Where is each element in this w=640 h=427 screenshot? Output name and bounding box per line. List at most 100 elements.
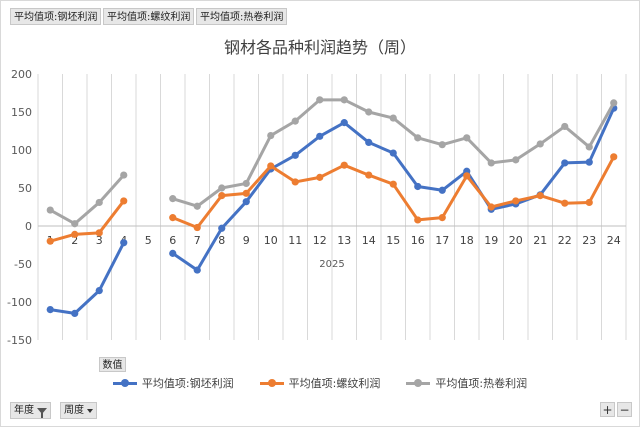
data-point [389, 149, 397, 157]
data-point [585, 198, 593, 207]
data-point [438, 214, 446, 222]
data-point [438, 186, 446, 194]
data-point [340, 96, 348, 104]
data-point [487, 159, 495, 167]
data-point [95, 287, 103, 295]
data-point [218, 184, 226, 192]
data-point [291, 117, 299, 125]
data-point [193, 266, 201, 274]
x-tick-label: 6 [169, 234, 176, 247]
data-point [95, 229, 103, 237]
series-1 [46, 153, 618, 245]
series-line [48, 173, 126, 226]
field-chip-hot-coil[interactable]: 平均值项:热卷利润 [196, 8, 288, 25]
data-point [414, 182, 422, 191]
x-tick-label: 20 [509, 234, 523, 247]
y-tick-label: 50 [18, 182, 32, 195]
data-point [414, 216, 422, 224]
filter-week-label: 周度 [64, 405, 84, 416]
data-point [120, 171, 128, 179]
x-tick-label: 21 [533, 234, 547, 247]
x-tick-label: 2 [71, 234, 78, 247]
data-point [242, 189, 250, 197]
zoom-in-button[interactable]: + [600, 402, 615, 417]
data-point [218, 224, 226, 232]
data-point [561, 199, 569, 207]
data-point [169, 249, 177, 257]
data-point [267, 162, 275, 170]
data-point [193, 223, 201, 232]
legend-label-hot-coil: 平均值项:热卷利润 [435, 377, 528, 390]
legend-label-rebar: 平均值项:螺纹利润 [288, 377, 381, 390]
legend-swatch-rebar [259, 378, 284, 388]
data-point [316, 96, 324, 104]
data-point [536, 140, 544, 148]
filter-week-button[interactable]: 周度 [60, 402, 97, 419]
values-button[interactable]: 数值 [99, 357, 126, 372]
legend-item-hot-coil[interactable]: 平均值项:热卷利润 [406, 375, 527, 391]
data-point [71, 309, 79, 317]
x-tick-label: 19 [484, 234, 498, 247]
chart-title: 钢材各品种利润趋势（周） [223, 38, 416, 57]
data-point [71, 220, 79, 228]
y-tick-label: -100 [7, 296, 32, 309]
data-point [120, 239, 128, 247]
series-2 [46, 96, 618, 228]
data-point [365, 171, 373, 179]
x-tick-label: 7 [194, 234, 201, 247]
legend-item-rebar[interactable]: 平均值项:螺纹利润 [259, 375, 381, 391]
data-point [463, 172, 471, 180]
x-tick-label: 11 [288, 234, 302, 247]
data-point [95, 198, 103, 207]
x-tick-label: 22 [558, 234, 572, 247]
data-point [438, 141, 446, 149]
data-point [414, 134, 422, 142]
data-point [512, 156, 520, 164]
data-point [316, 173, 324, 181]
x-tick-label: 15 [386, 234, 400, 247]
x-tick-label: 14 [362, 234, 376, 247]
data-point [389, 114, 397, 122]
data-point [291, 178, 299, 186]
data-point [169, 214, 177, 222]
data-point [561, 159, 569, 167]
filter-year-button[interactable]: 年度 [10, 402, 51, 419]
data-point [463, 134, 471, 142]
series-line [48, 199, 126, 243]
data-point [242, 179, 250, 188]
data-point [585, 158, 593, 166]
x-tick-label: 13 [337, 234, 351, 247]
x-tick-label: 5 [145, 234, 152, 247]
data-point [610, 99, 618, 107]
legend-item-billet[interactable]: 平均值项:钢坯利润 [112, 375, 234, 391]
filter-year-label: 年度 [14, 405, 34, 416]
data-point [340, 119, 348, 127]
zoom-out-button[interactable]: − [617, 402, 632, 417]
chevron-down-icon [87, 408, 93, 413]
x-tick-label: 12 [313, 234, 327, 247]
data-point [46, 237, 54, 245]
y-tick-label: 0 [25, 220, 32, 233]
data-point [389, 180, 397, 188]
y-tick-label: -150 [7, 334, 32, 347]
data-point [193, 202, 201, 210]
data-point [242, 198, 250, 206]
data-point [316, 132, 324, 140]
legend-label-billet: 平均值项:钢坯利润 [141, 377, 234, 390]
field-chip-billet[interactable]: 平均值项:钢坯利润 [10, 8, 102, 25]
x-axis-label: 2025 [319, 259, 344, 270]
x-tick-label: 24 [607, 234, 621, 247]
field-chip-rebar[interactable]: 平均值项:螺纹利润 [103, 8, 195, 25]
y-tick-label: 150 [11, 106, 32, 119]
data-point [71, 230, 79, 238]
x-tick-label: 3 [96, 234, 103, 247]
data-point [46, 206, 54, 214]
data-point [218, 192, 226, 200]
series-line [48, 241, 126, 315]
y-tick-label: -50 [14, 258, 32, 271]
x-tick-label: 9 [243, 234, 250, 247]
x-tick-label: 10 [264, 234, 278, 247]
data-point [340, 161, 348, 169]
data-point [291, 151, 299, 159]
